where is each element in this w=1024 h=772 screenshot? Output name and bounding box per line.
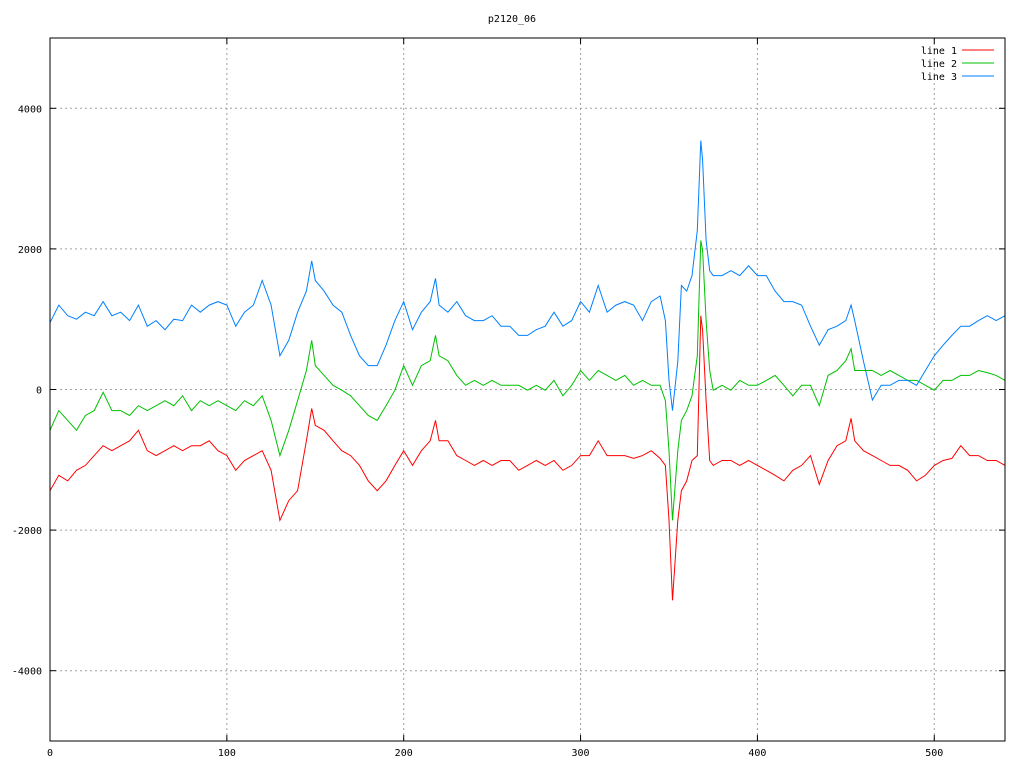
legend-label: line 3	[921, 72, 957, 83]
grid	[50, 38, 1005, 741]
series-line-2	[49, 240, 1006, 521]
series-line-1	[49, 315, 1006, 601]
y-tick-label: -2000	[12, 526, 42, 537]
legend-label: line 2	[921, 59, 957, 70]
y-tick-label: 4000	[18, 104, 42, 115]
chart-title: p2120_06	[488, 14, 536, 25]
legend-label: line 1	[921, 46, 957, 57]
x-tick-label: 200	[395, 748, 413, 759]
y-tick-label: 2000	[18, 245, 42, 256]
x-tick-label: 300	[572, 748, 590, 759]
x-tick-label: 100	[218, 748, 236, 759]
x-tick-label: 0	[47, 748, 53, 759]
y-tick-label: -4000	[12, 667, 42, 678]
axis-ticks: 0 100 200 300 400 500 -4000 -2000 0 2000 4000	[12, 38, 1005, 759]
series-lines	[49, 140, 1006, 601]
series-line-3	[49, 140, 1006, 411]
x-tick-label: 500	[925, 748, 943, 759]
plot-border	[49, 37, 1006, 742]
x-tick-label: 400	[748, 748, 766, 759]
legend: line 1 line 2 line 3	[921, 46, 994, 83]
y-tick-label: 0	[36, 386, 42, 397]
